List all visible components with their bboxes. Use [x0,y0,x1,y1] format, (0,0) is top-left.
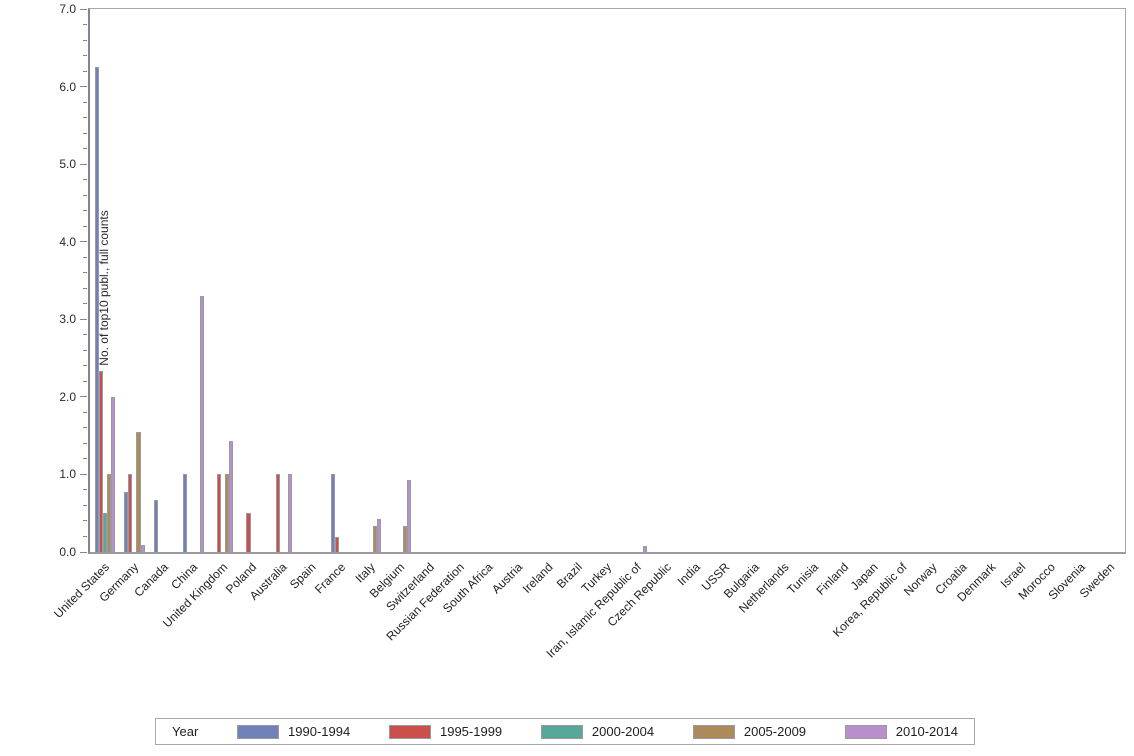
y-tick-label: 4.0 [59,234,76,249]
bar-2005-2009-United Kingdom [225,474,230,552]
bar-1995-1999-United Kingdom [216,474,221,552]
legend: Year 1990-1994 1995-1999 2000-2004 2005-200… [155,718,975,745]
y-tick-label: 2.0 [59,389,76,404]
y-minor-tick [83,148,87,150]
y-minor-tick [83,70,87,72]
y-minor-tick [83,489,87,491]
bar-1995-1999-Poland [246,513,251,552]
x-tick-label-text: Finland [813,560,851,598]
bar-1990-1994-Canada [153,500,158,552]
bar-2010-2014-United Kingdom [229,441,234,552]
y-minor-tick [83,225,87,227]
bar-2010-2014-Australia [288,474,293,552]
y-minor-tick [83,349,87,351]
y-minor-tick [83,24,87,25]
y-minor-tick [83,101,87,103]
bar-2010-2014-Belgium [406,479,411,552]
legend-item-2005-2009: 2005-2009 [692,724,807,739]
y-minor-tick [83,287,87,289]
bar-1990-1994-United States [94,67,99,552]
y-minor-tick [83,365,87,367]
bar-2000-2004-United States [102,513,107,552]
bar-2010-2014-United States [110,396,116,552]
legend-swatch-1995-1999 [388,724,431,739]
y-minor-tick [83,442,87,444]
bar-2005-2009-United States [106,474,111,552]
bar-1995-1999-United States [98,371,103,552]
bar-2010-2014-Iran, Islamic Republic of [643,545,648,552]
y-major-tick [80,241,87,243]
legend-item-label: 1995-1999 [439,724,503,739]
bar-2010-2014-Germany [140,545,145,552]
legend-item-1995-1999: 1995-1999 [388,724,503,739]
bar-1995-1999-France [335,536,340,552]
y-major-tick [80,396,87,398]
y-minor-tick [83,411,87,413]
legend-item-2010-2014: 2010-2014 [844,724,958,739]
y-minor-tick [83,210,87,212]
bar-2005-2009-Germany [136,431,141,552]
legend-swatch-2010-2014 [844,724,887,739]
bar-1990-1994-Germany [124,491,129,552]
y-minor-tick [83,458,87,460]
bars-layer [90,9,1125,552]
legend-item-2000-2004: 2000-2004 [540,724,655,739]
y-minor-tick [83,520,87,522]
y-tick-label: 0.0 [59,545,76,559]
y-major-tick [80,473,87,475]
y-major-tick [80,8,87,10]
bar-2010-2014-China [199,296,204,552]
bar-1990-1994-France [331,474,336,552]
legend-item-label: 1990-1994 [288,724,351,739]
legend-swatch-2000-2004 [540,724,583,739]
y-minor-tick [83,194,87,196]
y-minor-tick [83,132,87,134]
x-axis-labels: United States Germany Canada China United Ki… [51,9,1125,660]
y-minor-tick [83,39,87,41]
y-minor-tick [83,256,87,258]
y-tick-label: 7.0 [59,2,76,16]
y-minor-tick [83,303,87,305]
y-minor-tick [83,179,87,181]
y-tick-label: 1.0 [59,467,76,482]
x-tick-label-text: Tunisia [784,560,822,597]
y-tick-label: 6.0 [59,79,76,94]
y-major-tick [80,86,87,88]
bar-2005-2009-Belgium [402,526,407,552]
y-minor-tick [83,504,87,506]
legend-item-label: 2000-2004 [591,724,655,739]
y-major-tick [80,163,87,165]
y-minor-tick [83,55,87,57]
legend-swatch-2005-2009 [692,724,735,739]
bar-1990-1994-China [183,474,188,552]
x-tick-label-text: Austria [489,560,526,597]
y-major-tick [80,551,87,553]
bar-2010-2014-Italy [377,519,382,552]
y-minor-tick [83,380,87,382]
legend-item-label: 2010-2014 [895,724,958,739]
legend-item-1990-1994: 1990-1994 [237,724,350,739]
x-tick-label-text: Ireland [519,560,556,596]
legend-title: Year [172,724,199,739]
bar-1995-1999-Germany [128,474,133,552]
y-major-tick [80,318,87,320]
plot-area: No. of top10 publ., full counts 0.0 1.0 2.… [51,2,1126,660]
y-tick-label: 3.0 [59,312,76,327]
y-axis-ticks: 0.0 1.0 2.0 3.0 4.0 5.0 6.0 7.0 [59,2,1125,559]
y-minor-tick [83,272,87,274]
bar-1995-1999-Australia [276,474,281,552]
x-tick-label-text: France [311,560,349,597]
legend-swatch-1990-1994 [237,724,280,739]
y-tick-label: 5.0 [59,157,76,172]
y-minor-tick [83,117,87,119]
y-minor-tick [83,334,87,336]
y-minor-tick [83,535,87,537]
legend-item-label: 2005-2009 [743,724,807,739]
bar-2005-2009-Italy [372,526,378,552]
y-minor-tick [83,427,87,429]
